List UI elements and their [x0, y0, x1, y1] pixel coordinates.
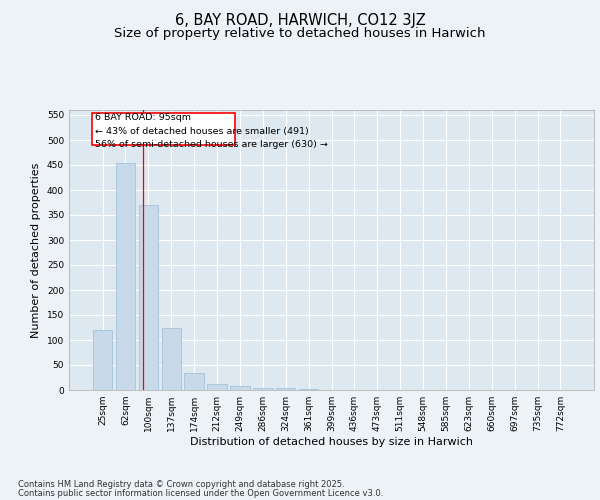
Text: 6, BAY ROAD, HARWICH, CO12 3JZ: 6, BAY ROAD, HARWICH, CO12 3JZ — [175, 12, 425, 28]
Text: Contains HM Land Registry data © Crown copyright and database right 2025.: Contains HM Land Registry data © Crown c… — [18, 480, 344, 489]
Bar — [253, 388, 272, 390]
Bar — [276, 388, 295, 390]
FancyBboxPatch shape — [92, 112, 235, 145]
Text: Contains public sector information licensed under the Open Government Licence v3: Contains public sector information licen… — [18, 489, 383, 498]
Bar — [208, 384, 227, 390]
Y-axis label: Number of detached properties: Number of detached properties — [31, 162, 41, 338]
X-axis label: Distribution of detached houses by size in Harwich: Distribution of detached houses by size … — [190, 437, 473, 447]
Bar — [161, 328, 181, 390]
Bar — [184, 372, 204, 390]
Bar — [93, 330, 112, 390]
Text: Size of property relative to detached houses in Harwich: Size of property relative to detached ho… — [114, 28, 486, 40]
Bar — [299, 389, 319, 390]
Bar — [230, 386, 250, 390]
Bar — [139, 205, 158, 390]
Bar — [116, 162, 135, 390]
Text: 6 BAY ROAD: 95sqm
← 43% of detached houses are smaller (491)
56% of semi-detache: 6 BAY ROAD: 95sqm ← 43% of detached hous… — [95, 114, 328, 149]
